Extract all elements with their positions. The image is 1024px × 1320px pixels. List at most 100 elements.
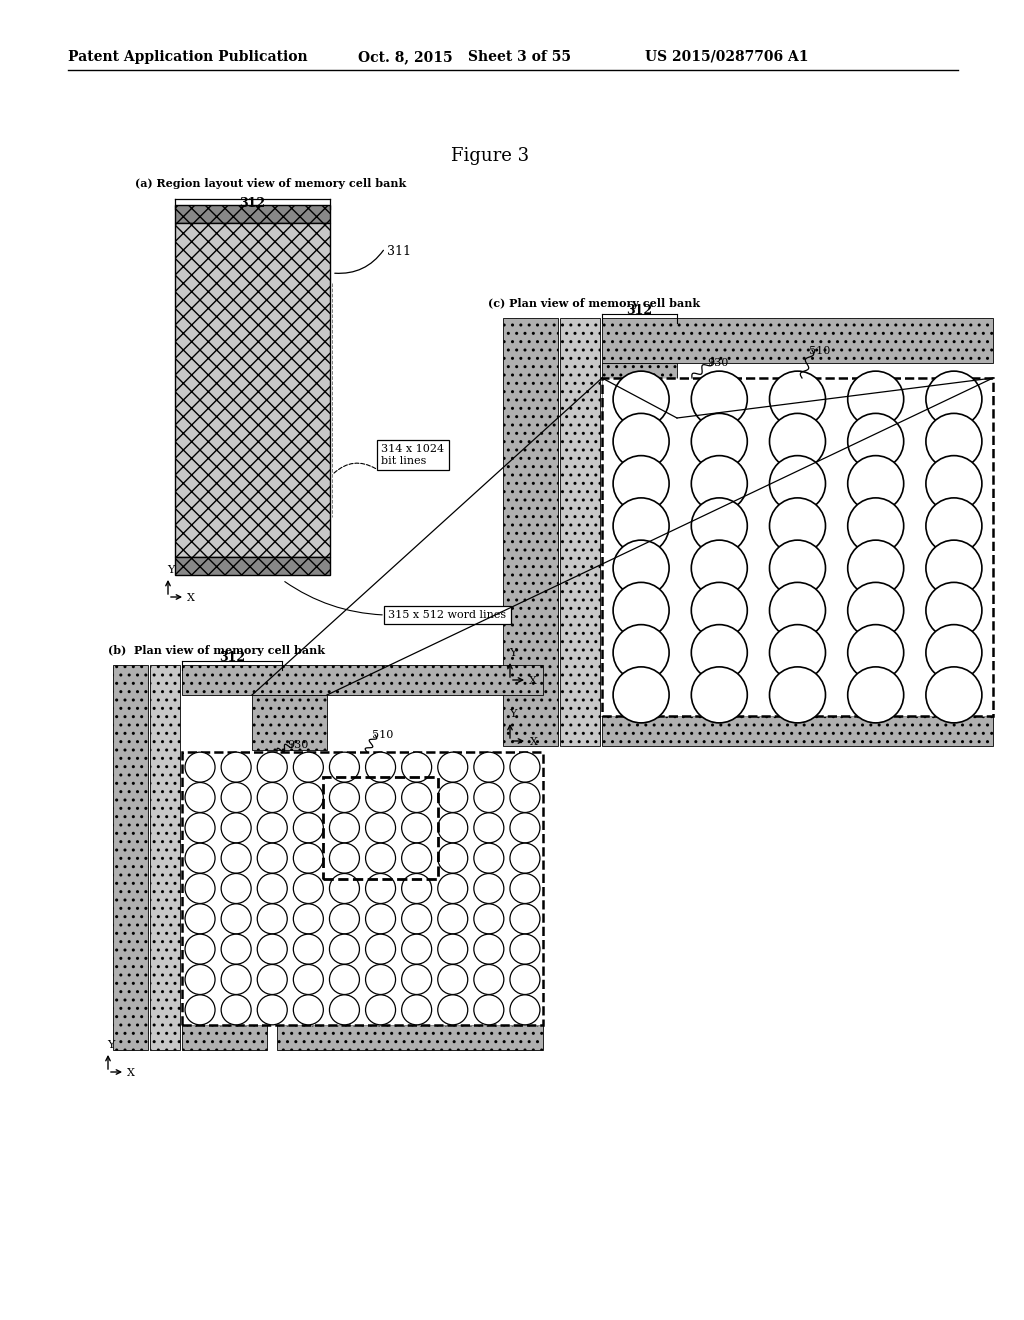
Circle shape	[330, 995, 359, 1024]
Circle shape	[257, 813, 288, 843]
Circle shape	[848, 498, 904, 554]
Circle shape	[293, 813, 324, 843]
Text: 312: 312	[240, 197, 265, 210]
Circle shape	[437, 783, 468, 813]
Circle shape	[221, 965, 251, 994]
Bar	[602, 715, 993, 746]
Circle shape	[474, 752, 504, 783]
Text: 510: 510	[372, 730, 393, 741]
Circle shape	[221, 874, 251, 903]
Circle shape	[691, 498, 748, 554]
Text: X: X	[187, 593, 195, 603]
Circle shape	[510, 843, 540, 873]
Circle shape	[691, 624, 748, 681]
Circle shape	[330, 874, 359, 903]
Circle shape	[769, 540, 825, 597]
Circle shape	[293, 935, 324, 964]
Bar	[602, 318, 993, 363]
Bar	[602, 378, 993, 715]
Circle shape	[474, 965, 504, 994]
Circle shape	[221, 813, 251, 843]
Circle shape	[437, 904, 468, 933]
Circle shape	[691, 413, 748, 470]
Bar	[278, 1026, 543, 1049]
Circle shape	[848, 540, 904, 597]
Circle shape	[401, 995, 432, 1024]
Circle shape	[401, 813, 432, 843]
Bar	[175, 205, 330, 223]
Circle shape	[293, 783, 324, 813]
Circle shape	[221, 995, 251, 1024]
Circle shape	[769, 455, 825, 512]
Circle shape	[926, 540, 982, 597]
Text: X: X	[127, 1068, 135, 1078]
Bar	[175, 223, 330, 557]
Circle shape	[366, 843, 395, 873]
Circle shape	[510, 995, 540, 1024]
Circle shape	[437, 752, 468, 783]
Circle shape	[401, 843, 432, 873]
Circle shape	[221, 752, 251, 783]
Circle shape	[926, 624, 982, 681]
Circle shape	[257, 874, 288, 903]
Circle shape	[691, 371, 748, 428]
Circle shape	[510, 904, 540, 933]
Circle shape	[185, 935, 215, 964]
Circle shape	[257, 783, 288, 813]
Circle shape	[437, 935, 468, 964]
Bar	[175, 557, 330, 576]
Circle shape	[474, 935, 504, 964]
Circle shape	[510, 965, 540, 994]
Bar	[182, 1026, 267, 1049]
Circle shape	[366, 995, 395, 1024]
Circle shape	[926, 667, 982, 723]
Circle shape	[848, 371, 904, 428]
Circle shape	[848, 582, 904, 639]
Circle shape	[848, 624, 904, 681]
Circle shape	[848, 455, 904, 512]
Circle shape	[613, 540, 669, 597]
Circle shape	[330, 904, 359, 933]
Circle shape	[185, 843, 215, 873]
Circle shape	[330, 783, 359, 813]
Text: Y: Y	[509, 648, 516, 657]
Text: (b)  Plan view of memory cell bank: (b) Plan view of memory cell bank	[108, 645, 325, 656]
Circle shape	[769, 371, 825, 428]
Circle shape	[474, 783, 504, 813]
Circle shape	[221, 935, 251, 964]
Circle shape	[366, 935, 395, 964]
Circle shape	[613, 455, 669, 512]
Circle shape	[510, 783, 540, 813]
Circle shape	[510, 935, 540, 964]
Text: 311: 311	[387, 246, 411, 257]
Circle shape	[474, 813, 504, 843]
Text: Y: Y	[167, 565, 174, 576]
Circle shape	[221, 843, 251, 873]
Circle shape	[293, 874, 324, 903]
Circle shape	[510, 752, 540, 783]
Circle shape	[293, 904, 324, 933]
Circle shape	[848, 667, 904, 723]
Bar	[182, 665, 543, 696]
Circle shape	[257, 904, 288, 933]
Bar	[182, 752, 543, 1026]
Circle shape	[401, 935, 432, 964]
Bar	[252, 696, 327, 750]
Circle shape	[293, 965, 324, 994]
Circle shape	[401, 904, 432, 933]
Circle shape	[257, 935, 288, 964]
Circle shape	[474, 995, 504, 1024]
Circle shape	[330, 935, 359, 964]
Circle shape	[691, 455, 748, 512]
Circle shape	[613, 498, 669, 554]
Text: 312: 312	[219, 651, 245, 664]
Circle shape	[926, 413, 982, 470]
Circle shape	[366, 874, 395, 903]
Circle shape	[474, 904, 504, 933]
Circle shape	[510, 874, 540, 903]
Circle shape	[437, 813, 468, 843]
Circle shape	[293, 843, 324, 873]
Circle shape	[366, 965, 395, 994]
Circle shape	[401, 783, 432, 813]
Circle shape	[257, 965, 288, 994]
